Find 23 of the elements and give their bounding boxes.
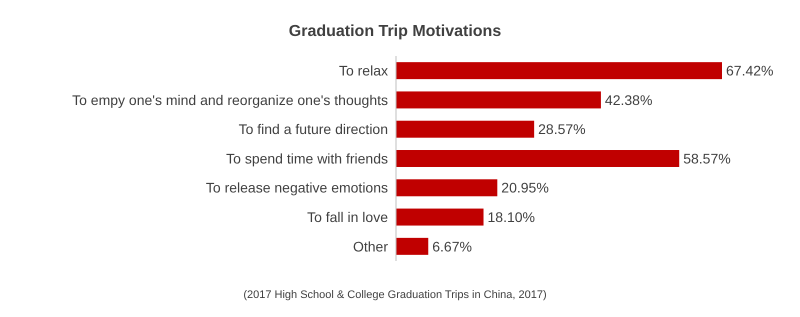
bar	[396, 62, 722, 80]
y-tick-label: To spend time with friends	[226, 150, 388, 166]
text: (2017 High School & College Graduation Trips in China, 2017)	[243, 289, 547, 301]
bar	[396, 120, 534, 138]
y-tick-label: To fall in love	[307, 208, 388, 225]
data-label: 58.57%	[683, 150, 731, 166]
bar	[396, 238, 428, 255]
data-label: 42.38%	[604, 92, 652, 108]
data-label: 28.57%	[538, 121, 586, 138]
data-label: 18.10%	[488, 208, 536, 225]
y-tick-label: Other	[352, 238, 388, 254]
data-label: 20.95%	[501, 180, 549, 196]
data-label: 6.67%	[432, 238, 472, 254]
y-tick-label: To empy one's mind and reorganize one's thoughts	[72, 92, 388, 108]
bar	[396, 150, 680, 167]
y-tick-label: To find a future direction	[238, 121, 388, 138]
bar	[396, 91, 601, 108]
y-tick-label: To relax	[338, 62, 388, 79]
bar	[396, 179, 498, 196]
chart-title: Graduation Trip Motivations	[288, 23, 502, 40]
data-label: 67.42%	[726, 62, 774, 79]
y-tick-label: To release negative emotions	[206, 180, 388, 196]
bar	[396, 208, 484, 226]
